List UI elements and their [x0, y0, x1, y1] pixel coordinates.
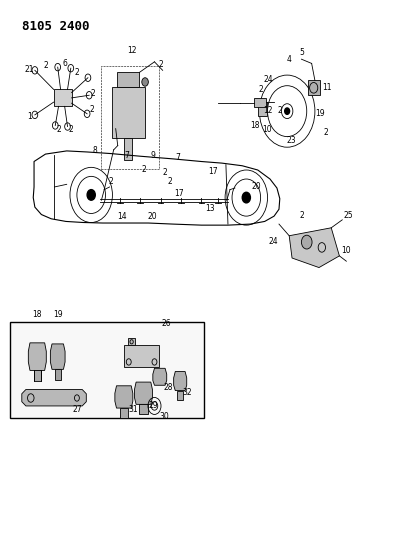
Polygon shape: [115, 386, 133, 408]
Polygon shape: [51, 344, 65, 369]
Bar: [124, 345, 159, 367]
Text: 10: 10: [262, 125, 272, 134]
Text: 24: 24: [264, 75, 274, 84]
Bar: [139, 405, 148, 414]
Bar: [120, 408, 128, 418]
Text: 10: 10: [342, 246, 351, 255]
Polygon shape: [289, 228, 339, 268]
Text: 26: 26: [162, 319, 171, 328]
Text: 7: 7: [175, 154, 180, 163]
Text: 6: 6: [62, 59, 67, 68]
Text: 8105 2400: 8105 2400: [22, 20, 89, 33]
Bar: [55, 369, 60, 380]
Polygon shape: [258, 102, 267, 116]
Circle shape: [87, 190, 95, 200]
Text: 25: 25: [344, 211, 353, 220]
Bar: [34, 370, 41, 381]
Text: 2: 2: [142, 165, 147, 174]
Text: 20: 20: [148, 212, 157, 221]
Text: 23: 23: [286, 136, 296, 145]
Polygon shape: [134, 382, 152, 405]
Text: 12: 12: [263, 106, 272, 115]
Polygon shape: [28, 343, 46, 370]
Text: 17: 17: [208, 166, 218, 175]
Bar: [177, 391, 183, 400]
Polygon shape: [153, 368, 167, 385]
Text: 7: 7: [125, 151, 129, 160]
Bar: [124, 138, 132, 160]
Text: 2: 2: [258, 85, 263, 94]
Text: 19: 19: [315, 109, 325, 118]
Text: 20: 20: [252, 182, 261, 191]
Text: 2: 2: [162, 167, 167, 176]
Text: 31: 31: [128, 405, 138, 414]
Text: 14: 14: [117, 212, 127, 221]
Circle shape: [242, 192, 250, 203]
Text: 19: 19: [53, 310, 62, 319]
Bar: [10, 322, 204, 418]
Text: 12: 12: [127, 46, 137, 55]
Text: 2: 2: [44, 61, 48, 69]
Text: 2: 2: [323, 128, 328, 137]
Text: 2: 2: [158, 60, 163, 69]
Text: 2: 2: [74, 68, 79, 77]
Bar: [54, 90, 72, 107]
Circle shape: [142, 78, 148, 86]
Text: 11: 11: [322, 83, 332, 92]
Text: 29: 29: [148, 401, 158, 410]
Text: 5: 5: [299, 49, 304, 58]
Bar: [116, 72, 139, 87]
Text: 2: 2: [68, 125, 73, 134]
Text: 2: 2: [299, 211, 304, 220]
Text: 2: 2: [167, 177, 172, 186]
Circle shape: [285, 108, 290, 114]
Text: 2: 2: [277, 106, 282, 115]
Text: 30: 30: [160, 411, 170, 421]
Text: 1: 1: [27, 112, 32, 121]
Circle shape: [301, 235, 312, 249]
Polygon shape: [254, 98, 266, 108]
Text: 18: 18: [32, 310, 42, 319]
Text: 17: 17: [174, 189, 184, 198]
Text: 2: 2: [90, 105, 95, 114]
Polygon shape: [22, 390, 86, 406]
Polygon shape: [174, 372, 187, 391]
Bar: [128, 337, 135, 345]
Text: 32: 32: [182, 388, 192, 397]
Text: 21: 21: [24, 65, 34, 74]
Text: 28: 28: [163, 383, 173, 392]
Text: 24: 24: [268, 237, 278, 246]
Text: 8: 8: [92, 147, 97, 156]
Text: 9: 9: [151, 151, 156, 160]
Text: 18: 18: [250, 122, 259, 131]
Text: 2: 2: [91, 89, 96, 98]
Bar: [112, 87, 145, 138]
Text: 27: 27: [72, 405, 82, 414]
Text: 2: 2: [56, 125, 61, 134]
Text: 13: 13: [205, 204, 215, 213]
Text: 4: 4: [287, 55, 292, 63]
Text: 2: 2: [109, 177, 113, 186]
Polygon shape: [307, 80, 320, 95]
